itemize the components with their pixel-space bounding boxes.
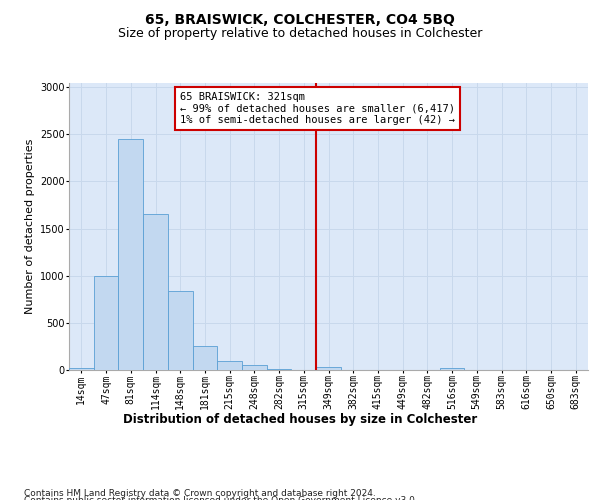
- Text: Contains public sector information licensed under the Open Government Licence v3: Contains public sector information licen…: [24, 496, 418, 500]
- Text: Size of property relative to detached houses in Colchester: Size of property relative to detached ho…: [118, 28, 482, 40]
- Text: Distribution of detached houses by size in Colchester: Distribution of detached houses by size …: [123, 412, 477, 426]
- Bar: [193, 346, 217, 370]
- Text: 65 BRAISWICK: 321sqm
← 99% of detached houses are smaller (6,417)
1% of semi-det: 65 BRAISWICK: 321sqm ← 99% of detached h…: [180, 92, 455, 125]
- Bar: [143, 214, 168, 370]
- Bar: [316, 368, 341, 370]
- Bar: [440, 368, 464, 370]
- Y-axis label: Number of detached properties: Number of detached properties: [25, 138, 35, 314]
- Bar: [69, 368, 94, 370]
- Bar: [267, 368, 292, 370]
- Bar: [242, 366, 267, 370]
- Bar: [94, 276, 118, 370]
- Text: Contains HM Land Registry data © Crown copyright and database right 2024.: Contains HM Land Registry data © Crown c…: [24, 488, 376, 498]
- Text: 65, BRAISWICK, COLCHESTER, CO4 5BQ: 65, BRAISWICK, COLCHESTER, CO4 5BQ: [145, 12, 455, 26]
- Bar: [118, 139, 143, 370]
- Bar: [217, 360, 242, 370]
- Bar: [168, 291, 193, 370]
